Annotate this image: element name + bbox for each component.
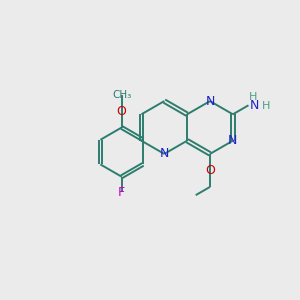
Text: O: O [205, 164, 215, 177]
Text: N: N [228, 134, 238, 147]
Text: H: H [262, 100, 270, 111]
Text: N: N [205, 94, 215, 108]
Text: CH₃: CH₃ [112, 89, 131, 100]
Text: N: N [249, 99, 259, 112]
Text: N: N [160, 147, 169, 161]
Text: H: H [249, 92, 257, 102]
Text: F: F [118, 186, 125, 199]
Text: O: O [117, 104, 127, 118]
